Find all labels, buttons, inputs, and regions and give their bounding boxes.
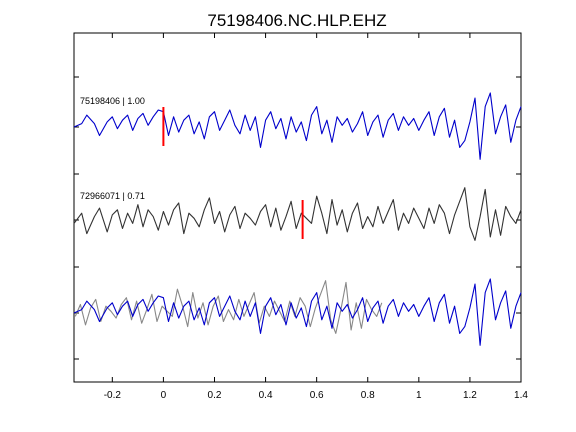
- trace-label-2: 72966071 | 0.71: [80, 191, 145, 201]
- x-tick-label: 0.2: [208, 390, 222, 401]
- x-tick-label: 0.6: [310, 390, 324, 401]
- trace-label-1: 75198406 | 1.00: [80, 96, 145, 106]
- x-tick-label: 0: [161, 390, 167, 401]
- traces: 75198406 | 1.00 72966071 | 0.71: [73, 92, 522, 346]
- trace-line-2: [73, 187, 522, 241]
- axes-frame: [73, 32, 522, 383]
- chart-title: 75198406.NC.HLP.EHZ: [207, 11, 386, 30]
- x-axis: -0.2 0 0.2 0.4 0.6 0.8 1 1.2 1.4: [104, 33, 528, 401]
- trace-line-1: [73, 92, 522, 160]
- x-tick-label: 1.4: [514, 390, 528, 401]
- x-tick-label: 0.4: [259, 390, 273, 401]
- x-tick-label: 1.2: [463, 390, 477, 401]
- overlay-trace-comparison: [74, 280, 383, 334]
- x-tick-label: 0.8: [361, 390, 375, 401]
- x-tick-label: 1: [416, 390, 422, 401]
- x-tick-label: -0.2: [104, 390, 122, 401]
- overlay-trace-reference: [73, 278, 522, 346]
